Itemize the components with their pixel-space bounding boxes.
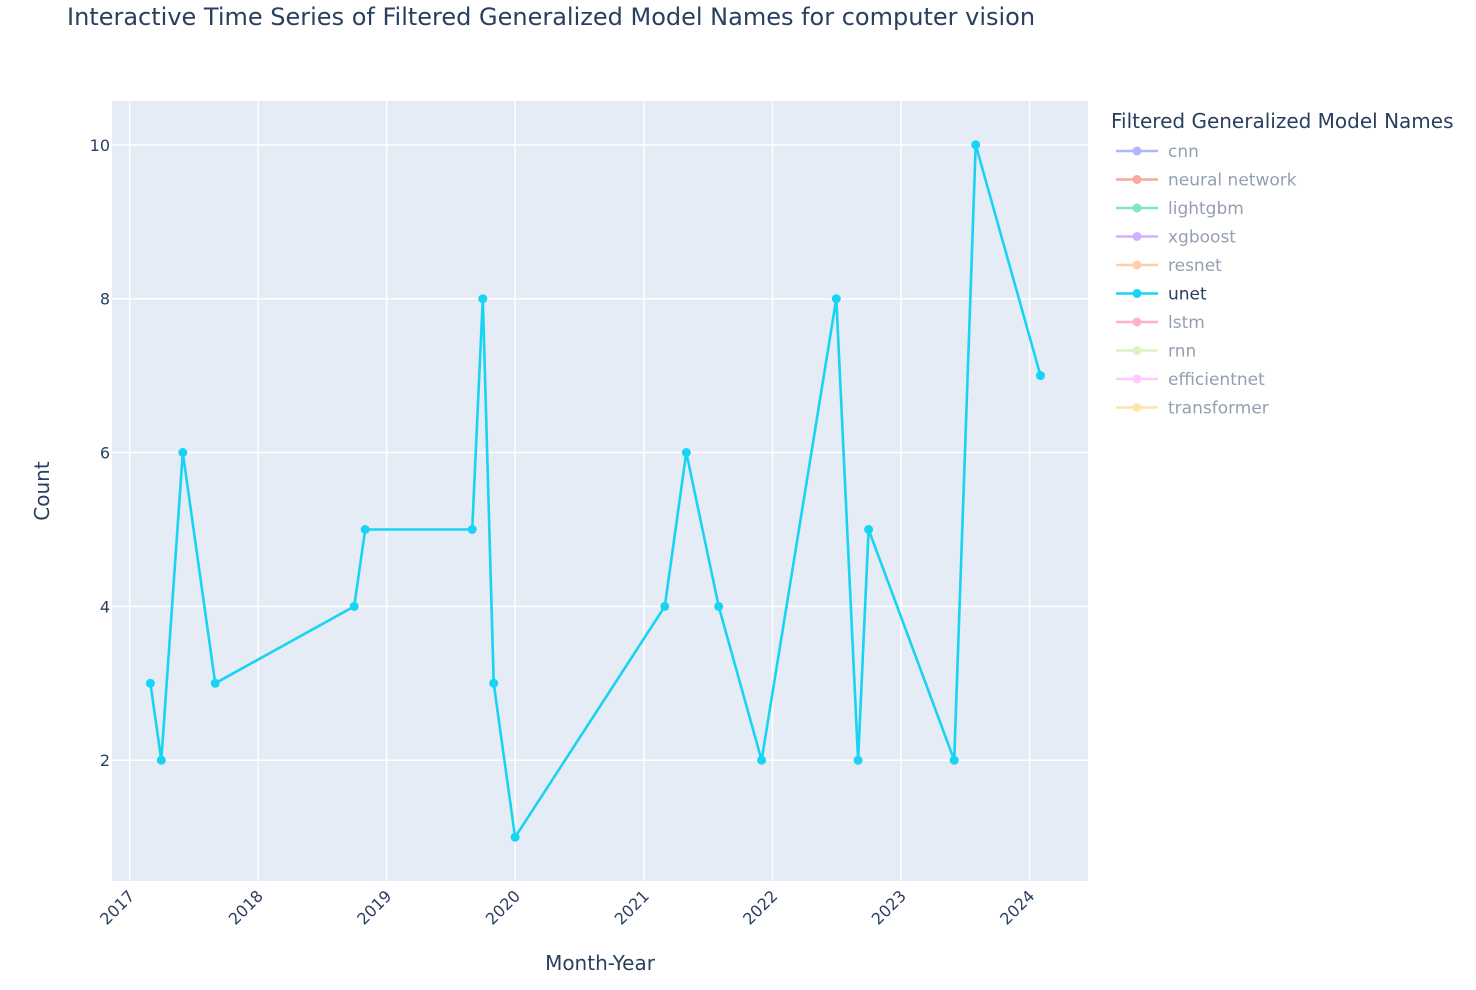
y-tick-label: 2 bbox=[100, 751, 110, 770]
data-point[interactable] bbox=[681, 448, 691, 457]
data-point[interactable] bbox=[467, 525, 477, 534]
legend-item-transformer[interactable]: transformer bbox=[1116, 399, 1269, 419]
legend: Filtered Generalized Model Names cnn neur… bbox=[1111, 109, 1454, 419]
legend-label: lstm bbox=[1168, 313, 1205, 333]
legend-swatch-marker bbox=[1132, 232, 1142, 241]
legend-label: xgboost bbox=[1168, 228, 1236, 248]
x-tick-label: 2023 bbox=[868, 886, 910, 928]
x-tick-label: 2020 bbox=[482, 886, 524, 928]
legend-item-lightgbm[interactable]: lightgbm bbox=[1116, 199, 1244, 219]
data-point[interactable] bbox=[949, 755, 959, 765]
legend-item-lstm[interactable]: lstm bbox=[1116, 313, 1205, 333]
data-point[interactable] bbox=[1036, 371, 1045, 381]
data-point[interactable] bbox=[145, 678, 155, 688]
data-point[interactable] bbox=[478, 294, 488, 304]
data-point[interactable] bbox=[349, 601, 359, 611]
legend-swatch-marker bbox=[1132, 260, 1142, 270]
legend-title: Filtered Generalized Model Names bbox=[1111, 109, 1454, 133]
data-point[interactable] bbox=[864, 525, 874, 534]
series-layer bbox=[145, 140, 1045, 842]
legend-label: unet bbox=[1168, 285, 1207, 305]
data-point[interactable] bbox=[360, 525, 370, 534]
x-axis-title: Month-Year bbox=[545, 951, 656, 975]
legend-item-unet[interactable]: unet bbox=[1116, 285, 1207, 305]
y-tick-label: 10 bbox=[90, 136, 110, 155]
data-point[interactable] bbox=[489, 678, 499, 688]
x-tick-label: 2018 bbox=[225, 886, 267, 928]
legend-label: neural network bbox=[1168, 171, 1297, 191]
x-tick-label: 2022 bbox=[739, 886, 781, 928]
data-point[interactable] bbox=[156, 755, 166, 765]
y-axis-title: Count bbox=[30, 461, 54, 521]
legend-label: efficientnet bbox=[1168, 370, 1265, 390]
data-point[interactable] bbox=[971, 140, 981, 150]
legend-item-cnn[interactable]: cnn bbox=[1116, 142, 1199, 162]
legend-swatch-marker bbox=[1132, 317, 1142, 327]
plot-area[interactable] bbox=[112, 101, 1088, 881]
data-point[interactable] bbox=[757, 755, 767, 765]
y-tick-label: 6 bbox=[100, 444, 110, 463]
legend-label: rnn bbox=[1168, 342, 1196, 362]
data-point[interactable] bbox=[660, 601, 670, 611]
legend-swatch-marker bbox=[1132, 289, 1142, 298]
legend-swatch-marker bbox=[1132, 175, 1142, 184]
legend-item-neural-network[interactable]: neural network bbox=[1116, 171, 1297, 191]
gridlines bbox=[112, 101, 1088, 881]
data-point[interactable] bbox=[853, 755, 863, 765]
legend-label: resnet bbox=[1168, 256, 1222, 276]
legend-item-resnet[interactable]: resnet bbox=[1116, 256, 1222, 276]
data-point[interactable] bbox=[831, 294, 841, 304]
x-tick-label: 2017 bbox=[96, 886, 138, 928]
data-point[interactable] bbox=[510, 832, 520, 842]
data-point[interactable] bbox=[714, 601, 724, 611]
legend-swatch-marker bbox=[1132, 146, 1142, 156]
y-tick-label: 4 bbox=[100, 597, 110, 616]
x-tick-label: 2021 bbox=[611, 886, 653, 928]
legend-label: cnn bbox=[1168, 142, 1199, 162]
data-point[interactable] bbox=[178, 448, 188, 457]
y-tick-label: 8 bbox=[100, 290, 110, 309]
legend-item-efficientnet[interactable]: efficientnet bbox=[1116, 370, 1265, 390]
legend-swatch-marker bbox=[1132, 403, 1142, 412]
chart-title: Interactive Time Series of Filtered Gene… bbox=[67, 3, 1035, 31]
data-point[interactable] bbox=[210, 678, 220, 688]
legend-swatch-marker bbox=[1132, 374, 1142, 384]
x-tick-label: 2019 bbox=[353, 886, 395, 928]
legend-label: transformer bbox=[1168, 399, 1269, 419]
series-line-unet bbox=[149, 143, 1042, 839]
legend-swatch-marker bbox=[1132, 346, 1142, 355]
legend-swatch-marker bbox=[1132, 203, 1142, 213]
legend-item-rnn[interactable]: rnn bbox=[1116, 342, 1196, 362]
series-unet bbox=[145, 140, 1045, 842]
x-tick-label: 2024 bbox=[996, 886, 1038, 928]
legend-label: lightgbm bbox=[1168, 199, 1244, 219]
legend-item-xgboost[interactable]: xgboost bbox=[1116, 228, 1236, 248]
